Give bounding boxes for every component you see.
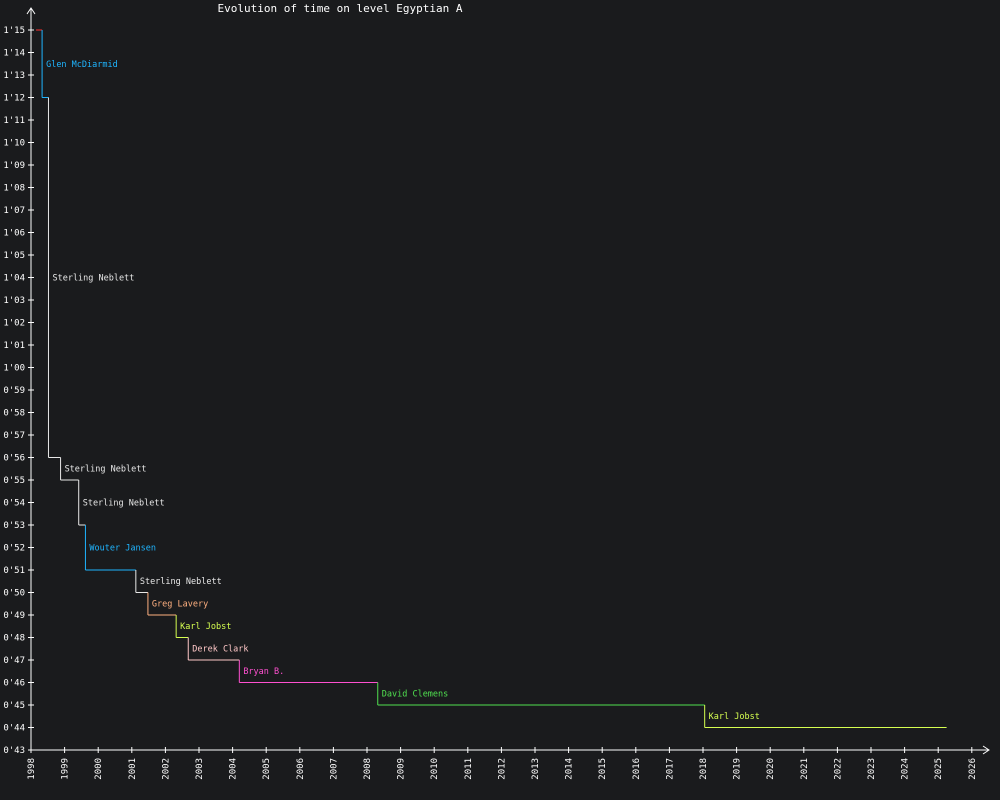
x-tick-label: 2010	[430, 758, 440, 780]
x-tick-label: 2021	[800, 758, 810, 780]
record-holder-label: Karl Jobst	[709, 712, 760, 722]
record-holder-label: Derek Clark	[192, 645, 248, 655]
x-tick-label: 2020	[766, 758, 776, 780]
x-tick-label: 2011	[464, 758, 474, 780]
y-tick-label: 1'09	[3, 161, 25, 171]
y-tick-label: 0'49	[3, 611, 25, 621]
x-tick-label: 2006	[296, 758, 306, 780]
record-holder-label: Wouter Jansen	[89, 544, 156, 554]
x-tick-label: 2002	[161, 758, 171, 780]
y-tick-label: 0'54	[3, 499, 25, 509]
y-tick-label: 0'50	[3, 589, 25, 599]
y-tick-label: 0'45	[3, 701, 25, 711]
y-tick-label: 1'15	[3, 26, 25, 36]
step-series: Glen McDiarmid Sterling Neblett Sterling N…	[36, 29, 947, 728]
record-holder-label: Bryan B.	[243, 667, 284, 677]
x-tick-label: 2009	[397, 758, 407, 780]
x-tick-label: 2008	[363, 758, 373, 780]
y-tick-label: 0'48	[3, 634, 25, 644]
y-tick-label: 1'00	[3, 364, 25, 374]
x-tick-label: 2012	[497, 758, 507, 780]
x-tick-label: 2005	[262, 758, 272, 780]
x-tick-label: 2016	[632, 758, 642, 780]
axes: 0'43 0'44 0'45 0'46 0'47 0'48 0'49 0'50 0'51 0'52…	[3, 7, 990, 780]
x-tick-label: 2003	[195, 758, 205, 780]
y-tick-label: 1'03	[3, 296, 25, 306]
x-tick-label: 2024	[901, 758, 911, 780]
x-tick-label: 2015	[598, 758, 608, 780]
y-tick-label: 1'01	[3, 341, 25, 351]
y-tick-label: 0'58	[3, 409, 25, 419]
record-holder-label: Sterling Neblett	[83, 499, 165, 509]
y-tick-label: 1'13	[3, 71, 25, 81]
y-tick-label: 1'12	[3, 94, 25, 104]
y-tick-label: 0'52	[3, 544, 25, 554]
x-tick-label: 2014	[565, 758, 575, 780]
x-tick-label: 2018	[699, 758, 709, 780]
chart-title: Evolution of time on level Egyptian A	[217, 2, 462, 15]
x-tick-label: 2019	[733, 758, 743, 780]
y-tick-label: 0'47	[3, 656, 25, 666]
y-tick-label: 0'51	[3, 566, 25, 576]
y-tick-label: 1'06	[3, 229, 25, 239]
y-tick-label: 0'44	[3, 724, 25, 734]
y-tick-label: 1'14	[3, 49, 25, 59]
x-tick-label: 2023	[867, 758, 877, 780]
y-tick-label: 1'10	[3, 139, 25, 149]
x-tick-label: 2017	[665, 758, 675, 780]
y-tick-label: 0'59	[3, 386, 25, 396]
y-tick-label: 1'05	[3, 251, 25, 261]
record-holder-label: Sterling Neblett	[52, 274, 134, 284]
y-tick-label: 0'56	[3, 454, 25, 464]
record-holder-label: Greg Lavery	[152, 600, 208, 610]
y-tick-label: 1'07	[3, 206, 25, 216]
y-tick-label: 0'43	[3, 746, 25, 756]
x-tick-label: 2001	[128, 758, 138, 780]
x-axis-arrow	[982, 745, 990, 755]
y-tick-label: 1'02	[3, 319, 25, 329]
y-tick-label: 1'04	[3, 274, 25, 284]
x-tick-label: 2026	[968, 758, 978, 780]
record-holder-label: Karl Jobst	[180, 622, 231, 632]
x-tick-label: 1998	[27, 758, 37, 780]
x-tick-label: 2000	[94, 758, 104, 780]
x-tick-label: 2013	[531, 758, 541, 780]
record-holder-label: Glen McDiarmid	[46, 60, 118, 70]
y-tick-label: 1'11	[3, 116, 25, 126]
record-holder-label: David Clemens	[382, 690, 449, 700]
y-tick-label: 0'57	[3, 431, 25, 441]
y-tick-label: 1'08	[3, 184, 25, 194]
x-tick-label: 1999	[61, 758, 71, 780]
y-tick-label: 0'55	[3, 476, 25, 486]
x-tick-label: 2025	[934, 758, 944, 780]
record-holder-label: Sterling Neblett	[140, 577, 222, 587]
x-tick-label: 2007	[329, 758, 339, 780]
x-tick-label: 2022	[833, 758, 843, 780]
y-tick-label: 0'53	[3, 521, 25, 531]
y-tick-label: 0'46	[3, 679, 25, 689]
x-tick-label: 2004	[229, 758, 239, 780]
y-axis-arrow	[26, 7, 36, 15]
record-holder-label: Sterling Neblett	[65, 465, 147, 475]
